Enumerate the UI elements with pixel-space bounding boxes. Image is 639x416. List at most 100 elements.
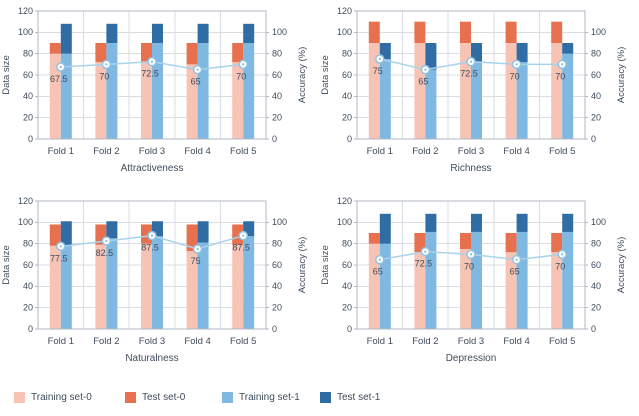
bar-test-set-0 bbox=[414, 21, 426, 43]
accuracy-marker-dot bbox=[105, 63, 108, 66]
right-tick-label: 60 bbox=[272, 70, 282, 80]
y-axis-label-left: Data size bbox=[320, 245, 331, 285]
left-tick-label: 0 bbox=[28, 324, 33, 334]
accuracy-marker-dot bbox=[59, 245, 62, 248]
right-tick-label: 80 bbox=[272, 239, 282, 249]
right-tick-label: 100 bbox=[591, 217, 606, 227]
fold-label: Fold 5 bbox=[549, 336, 575, 347]
legend-item-training-set-0: Training set-0 bbox=[14, 388, 92, 406]
fold-label: Fold 1 bbox=[367, 336, 393, 347]
bar-test-set-1 bbox=[562, 213, 574, 232]
left-tick-label: 60 bbox=[342, 70, 352, 80]
bar-test-set-1 bbox=[152, 23, 163, 43]
left-tick-label: 100 bbox=[337, 27, 352, 37]
accuracy-value-label: 70 bbox=[555, 71, 565, 81]
bar-training-set-0 bbox=[505, 43, 517, 139]
bar-training-set-0 bbox=[368, 243, 380, 329]
accuracy-marker-dot bbox=[561, 63, 564, 66]
accuracy-value-label: 70 bbox=[555, 261, 565, 271]
bar-training-set-0 bbox=[186, 64, 198, 139]
accuracy-marker-dot bbox=[515, 63, 518, 66]
fold-label: Fold 3 bbox=[139, 146, 165, 157]
accuracy-marker-dot bbox=[59, 65, 62, 69]
accuracy-value-label: 75 bbox=[191, 256, 201, 266]
right-tick-label: 0 bbox=[272, 134, 277, 144]
bar-training-set-1 bbox=[379, 243, 391, 329]
bar-test-set-0 bbox=[551, 233, 563, 253]
fold-label: Fold 4 bbox=[184, 146, 210, 157]
bar-training-set-1 bbox=[152, 236, 163, 329]
bar-training-set-0 bbox=[551, 252, 563, 329]
fold-label: Fold 2 bbox=[412, 146, 438, 157]
left-tick-label: 80 bbox=[23, 239, 33, 249]
legend-item-test-set-0: Test set-0 bbox=[125, 388, 185, 406]
bar-test-set-0 bbox=[414, 233, 426, 253]
fold-label: Fold 4 bbox=[184, 336, 210, 347]
legend-swatch-test-set-0 bbox=[125, 391, 136, 403]
bar-test-set-1 bbox=[379, 43, 391, 59]
accuracy-value-label: 72.5 bbox=[141, 69, 159, 79]
bar-training-set-1 bbox=[516, 231, 528, 329]
bar-training-set-0 bbox=[141, 62, 152, 140]
accuracy-value-label: 70 bbox=[510, 71, 520, 81]
bar-training-set-1 bbox=[425, 69, 437, 139]
left-tick-label: 40 bbox=[342, 91, 352, 101]
bar-training-set-0 bbox=[414, 252, 426, 329]
bar-test-set-0 bbox=[232, 224, 244, 245]
bar-test-set-0 bbox=[460, 21, 471, 43]
accuracy-value-label: 65 bbox=[418, 77, 428, 87]
chart-canvas-naturalness: 0 20 40 60 80 100 120 0 20 40 60 80 100 77.5 82.5 87.5 7… bbox=[1, 196, 308, 364]
legend-swatch-training-set-0 bbox=[14, 391, 25, 403]
accuracy-marker-dot bbox=[378, 258, 381, 261]
right-tick-label: 20 bbox=[272, 303, 282, 313]
bar-training-set-1 bbox=[106, 238, 118, 329]
bar-test-set-1 bbox=[562, 43, 574, 54]
bar-training-set-1 bbox=[562, 53, 574, 139]
left-tick-label: 0 bbox=[347, 324, 352, 334]
chart-title: Attractiveness bbox=[121, 163, 184, 174]
accuracy-marker-dot bbox=[424, 250, 427, 253]
bar-training-set-1 bbox=[197, 242, 209, 329]
bar-training-set-0 bbox=[505, 252, 517, 329]
bar-training-set-0 bbox=[232, 62, 244, 140]
left-tick-label: 80 bbox=[342, 239, 352, 249]
y-axis-label-right: Accuracy (%) bbox=[297, 47, 308, 103]
bar-training-set-1 bbox=[471, 62, 482, 140]
chart-canvas-richness: 0 20 40 60 80 100 120 0 20 40 60 80 100 75 65 72.5 70 70 F… bbox=[320, 6, 627, 174]
accuracy-marker-dot bbox=[150, 60, 154, 63]
bar-test-set-0 bbox=[551, 21, 563, 43]
legend-label-training-set-0: Training set-0 bbox=[31, 391, 92, 403]
chart-naturalness: 0 20 40 60 80 100 120 0 20 40 60 80 100 77.5 82.5 87.5 7… bbox=[0, 190, 320, 376]
left-tick-label: 100 bbox=[18, 217, 33, 227]
accuracy-value-label: 77.5 bbox=[50, 253, 68, 263]
bar-training-set-1 bbox=[60, 53, 72, 139]
left-tick-label: 40 bbox=[23, 281, 33, 291]
bar-test-set-1 bbox=[243, 221, 255, 237]
left-tick-label: 100 bbox=[18, 27, 33, 37]
legend-label-test-set-0: Test set-0 bbox=[142, 391, 186, 403]
fold-label: Fold 5 bbox=[230, 146, 256, 157]
bar-training-set-1 bbox=[197, 43, 209, 139]
accuracy-marker-dot bbox=[196, 68, 199, 71]
bar-training-set-0 bbox=[49, 53, 61, 139]
bar-test-set-1 bbox=[60, 23, 72, 54]
fold-label: Fold 5 bbox=[549, 146, 575, 157]
right-tick-label: 60 bbox=[272, 260, 282, 270]
bar-training-set-1 bbox=[379, 59, 391, 139]
right-tick-label: 80 bbox=[591, 49, 601, 59]
right-tick-label: 60 bbox=[591, 70, 601, 80]
bar-test-set-1 bbox=[60, 221, 72, 246]
fold-label: Fold 3 bbox=[139, 336, 165, 347]
left-tick-label: 80 bbox=[342, 49, 352, 59]
accuracy-marker-dot bbox=[424, 68, 427, 71]
fold-label: Fold 5 bbox=[230, 336, 256, 347]
right-tick-label: 100 bbox=[591, 27, 606, 37]
bar-test-set-0 bbox=[95, 43, 107, 63]
bar-test-set-1 bbox=[106, 221, 118, 239]
accuracy-value-label: 70 bbox=[464, 261, 474, 271]
bar-test-set-1 bbox=[243, 23, 255, 43]
chart-attractiveness: 0 20 40 60 80 100 120 0 20 40 60 80 100 67.5 70 72.5 65 7… bbox=[0, 0, 320, 186]
chart-canvas-attractiveness: 0 20 40 60 80 100 120 0 20 40 60 80 100 67.5 70 72.5 65 7… bbox=[1, 6, 308, 174]
y-axis-label-right: Accuracy (%) bbox=[616, 47, 627, 103]
bar-training-set-0 bbox=[186, 251, 198, 329]
